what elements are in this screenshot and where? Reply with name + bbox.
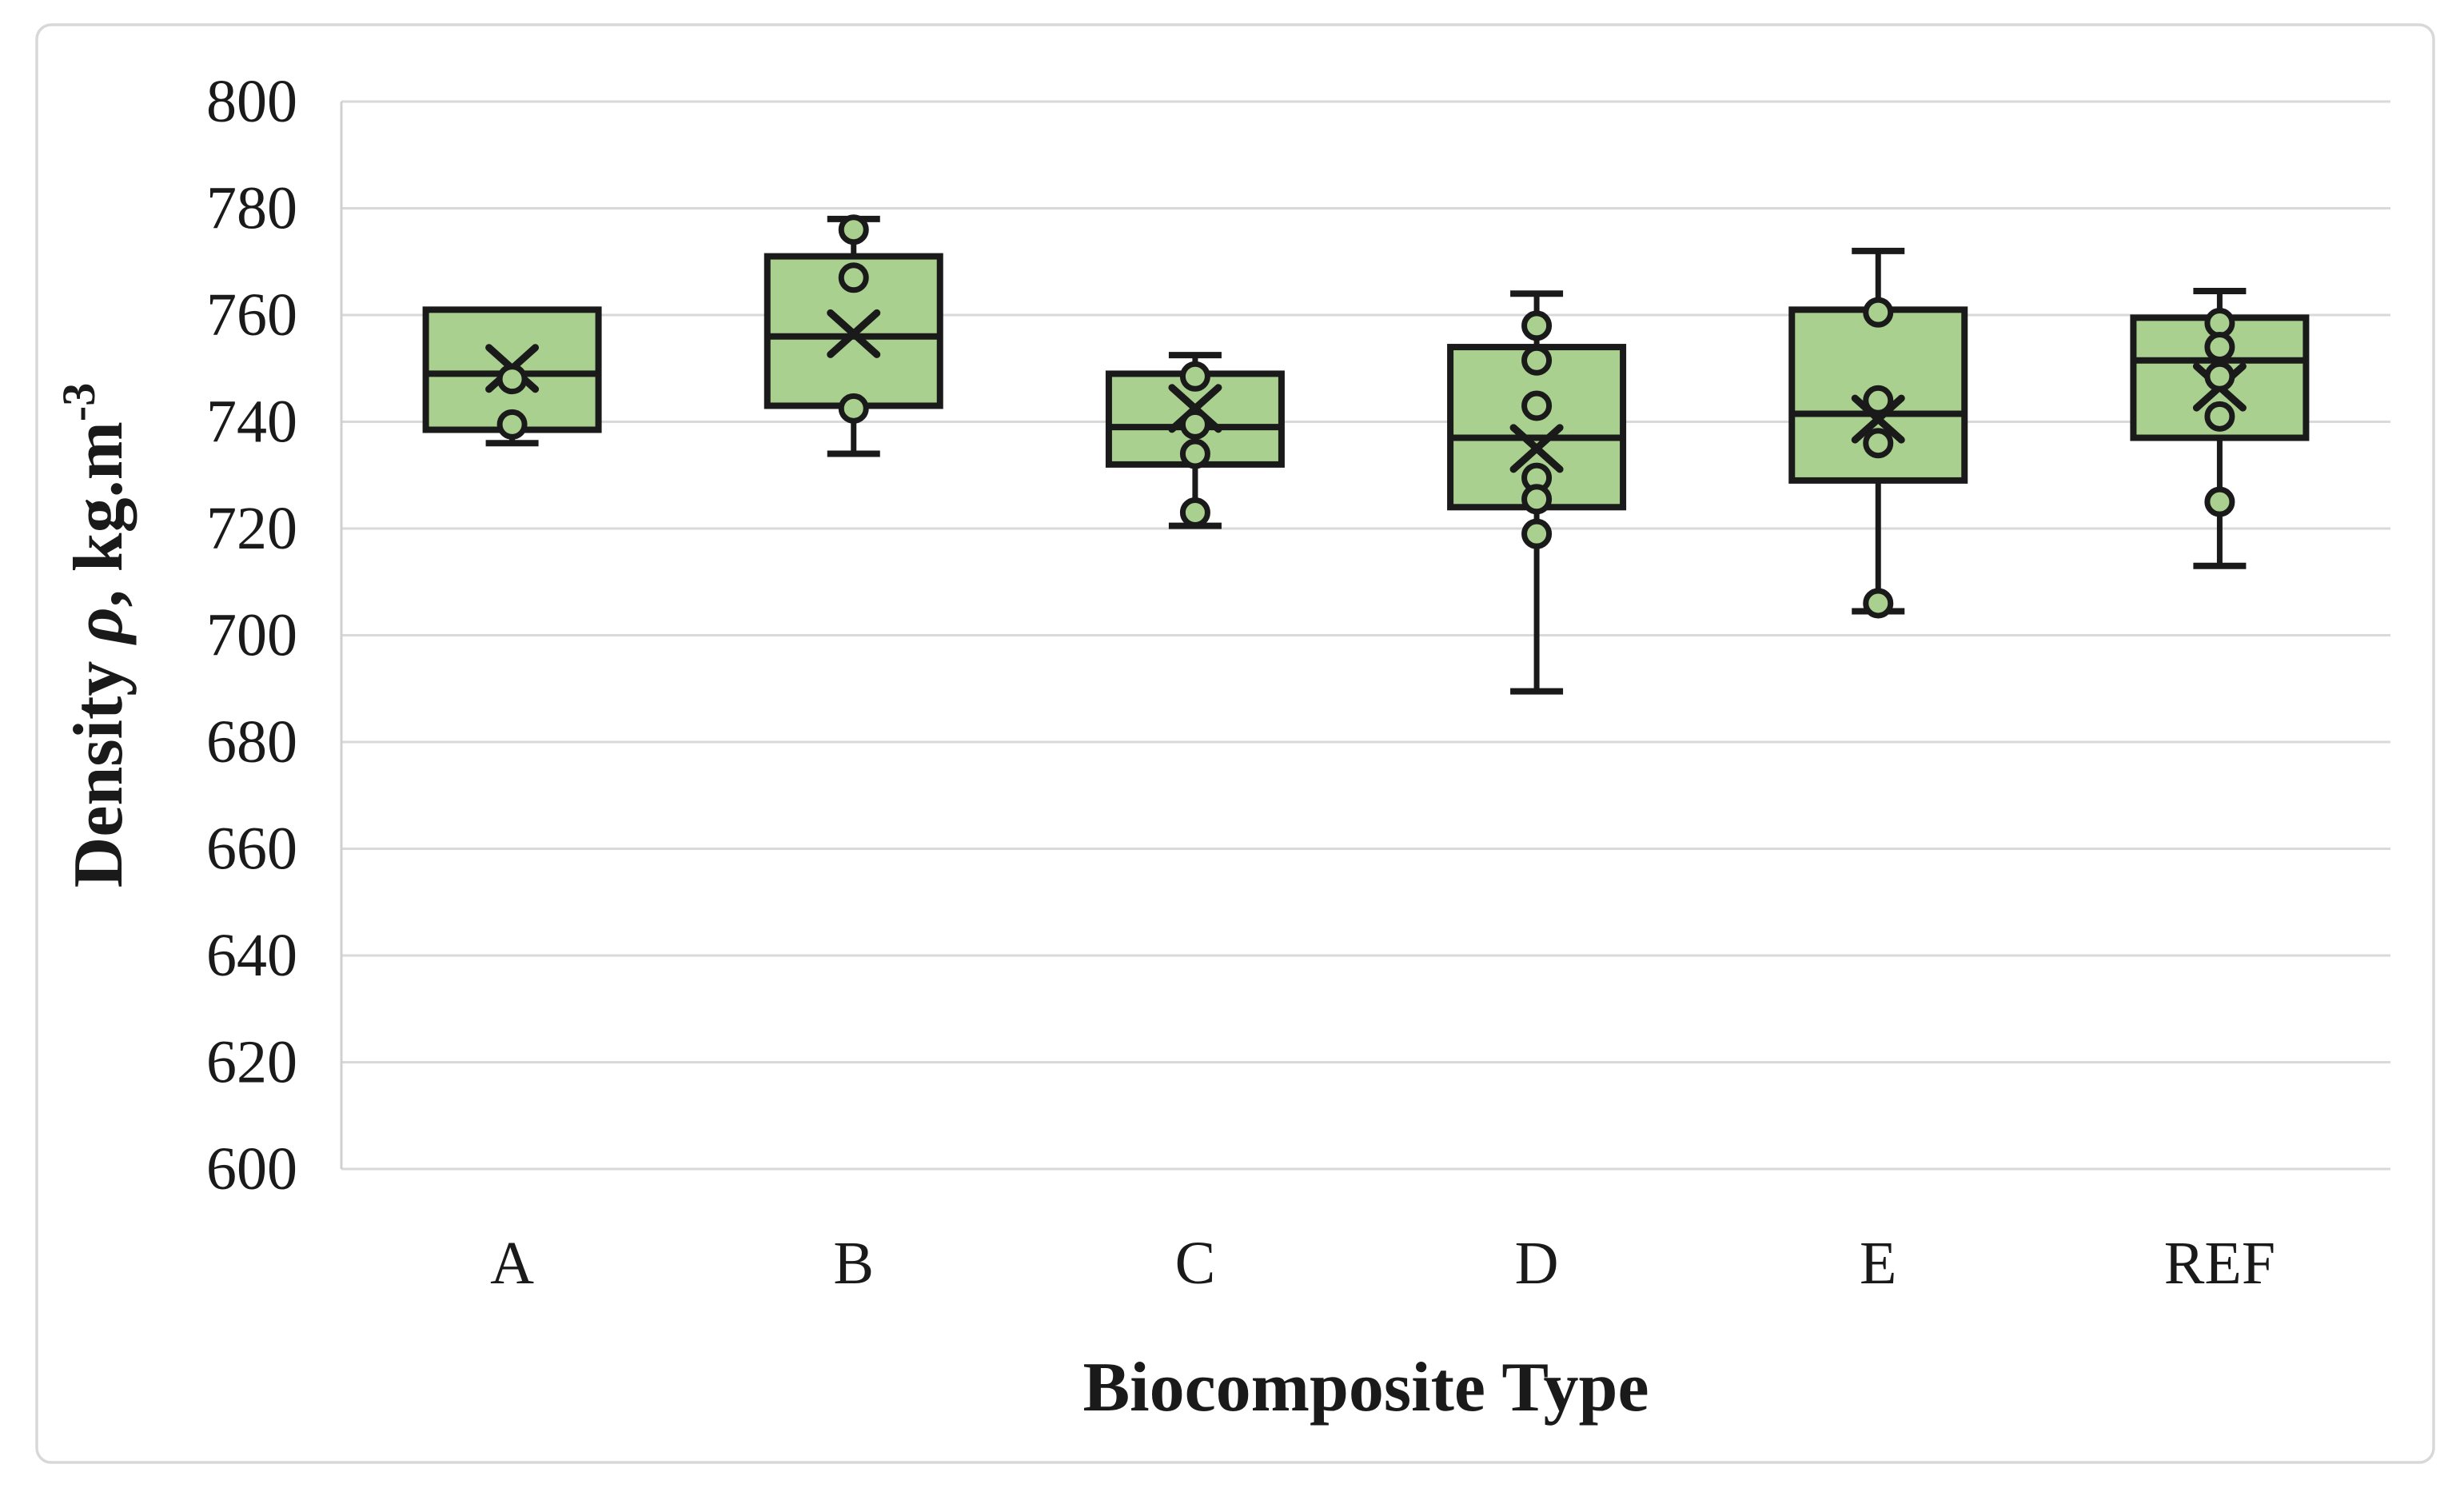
data-point — [1521, 310, 1553, 341]
y-axis-title-part: ρ — [60, 607, 138, 645]
y-tick-label: 660 — [206, 816, 297, 883]
y-tick-label: 740 — [206, 389, 297, 456]
data-point — [1863, 588, 1894, 619]
y-tick-label: 620 — [206, 1029, 297, 1096]
data-point — [1521, 518, 1553, 549]
y-axis-title: Density ρ, kg.m-3 — [53, 383, 138, 888]
box-group-E — [1788, 247, 1968, 619]
data-point — [1521, 345, 1553, 376]
figure-border — [35, 23, 2435, 1464]
box-group-C — [1105, 352, 1285, 529]
data-point — [496, 409, 528, 440]
x-axis-category-labels: A B C D E REF — [490, 1230, 2275, 1297]
y-tick-label: 800 — [206, 68, 297, 135]
y-tick-label: 600 — [206, 1135, 297, 1203]
y-tick-label: 700 — [206, 602, 297, 669]
data-point — [1179, 438, 1210, 469]
data-point — [838, 262, 869, 293]
mean-x-marker — [1509, 424, 1564, 473]
x-category-label: A — [490, 1230, 534, 1297]
y-axis-title-part: Density — [60, 644, 138, 888]
x-category-label: D — [1515, 1230, 1559, 1297]
data-point — [496, 364, 528, 395]
y-tick-label: 720 — [206, 495, 297, 562]
box-group-A — [422, 306, 602, 447]
data-point — [1179, 361, 1210, 392]
box-group-REF — [2130, 287, 2310, 569]
y-axis-tick-labels: 800 780 760 740 720 700 680 660 640 620 600 — [206, 68, 297, 1203]
data-point — [2204, 401, 2235, 432]
data-point — [838, 214, 869, 245]
gridlines — [341, 100, 2390, 1171]
y-tick-label: 780 — [206, 175, 297, 242]
data-point — [1863, 385, 1894, 416]
y-axis-title-part: , kg.m — [60, 421, 138, 607]
x-axis-title: Biocomposite Type — [1082, 1349, 1649, 1426]
data-point — [838, 393, 869, 424]
mean-x-marker — [1851, 394, 1905, 444]
data-point — [1179, 497, 1210, 528]
data-point — [1863, 428, 1894, 459]
data-point — [1521, 484, 1553, 515]
data-point — [1863, 297, 1894, 328]
data-point — [2204, 308, 2235, 339]
mean-x-marker — [1168, 384, 1222, 433]
x-category-label: REF — [2164, 1230, 2275, 1297]
y-tick-label: 680 — [206, 708, 297, 776]
x-category-label: C — [1175, 1230, 1216, 1297]
data-point — [2204, 486, 2235, 517]
box-group-B — [764, 214, 943, 457]
x-category-label: B — [833, 1230, 874, 1297]
box-group-D — [1447, 290, 1627, 695]
data-point — [2204, 361, 2235, 392]
data-point — [1179, 409, 1210, 440]
y-tick-label: 760 — [206, 281, 297, 349]
mean-x-marker — [827, 309, 881, 358]
x-category-label: E — [1860, 1230, 1896, 1297]
y-axis-title-part: -3 — [53, 383, 105, 421]
data-point — [1521, 390, 1553, 421]
data-point — [2204, 332, 2235, 363]
y-tick-label: 640 — [206, 922, 297, 989]
